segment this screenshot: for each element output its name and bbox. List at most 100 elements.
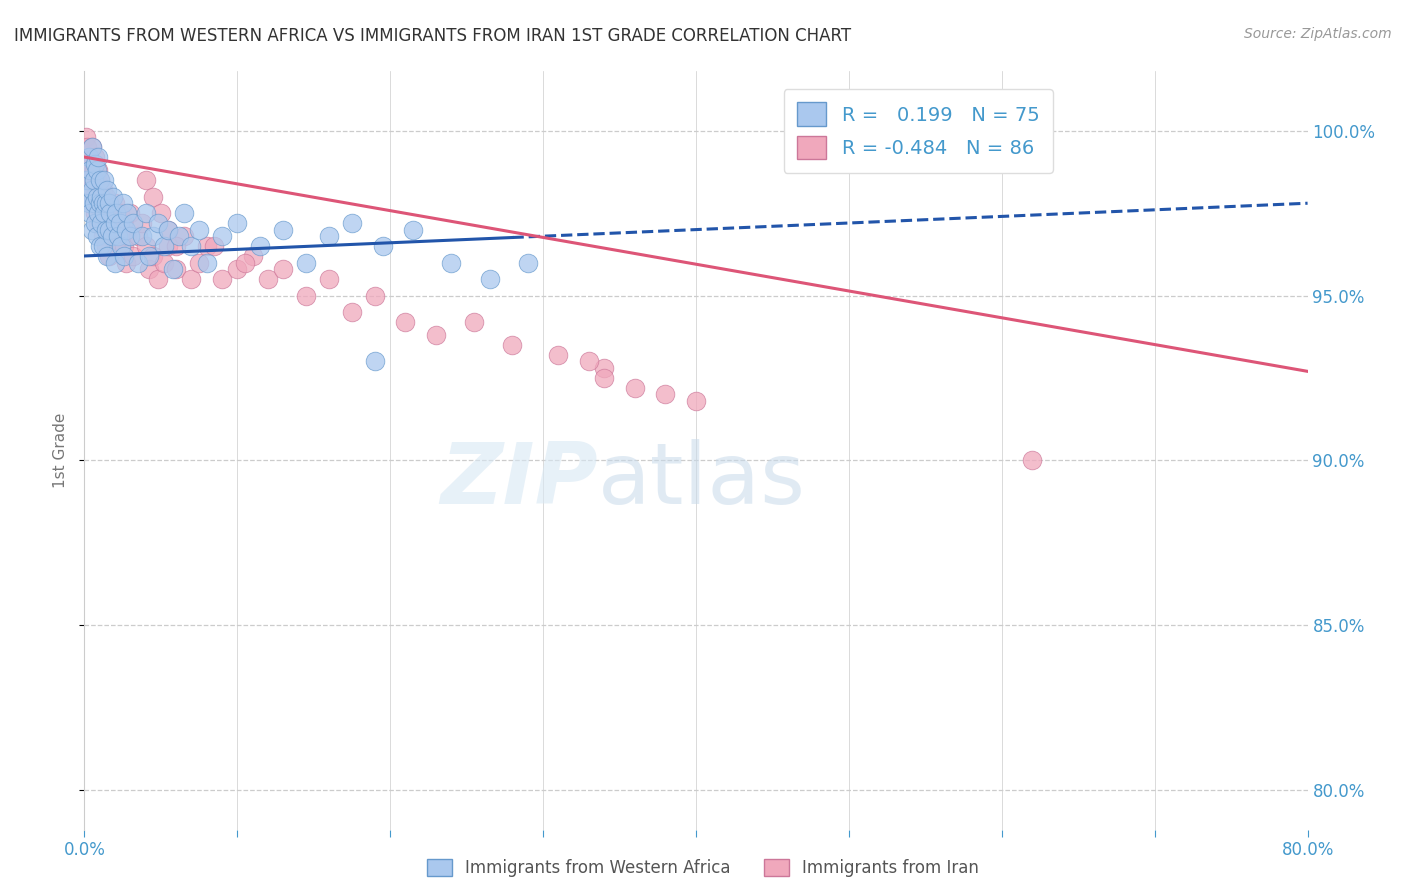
Point bbox=[80, 183, 103, 197]
Point bbox=[101, 229, 124, 244]
Point bbox=[1021, 453, 1043, 467]
Point bbox=[114, 222, 136, 236]
Point bbox=[108, 206, 131, 220]
Point bbox=[89, 173, 111, 187]
Point bbox=[188, 255, 211, 269]
Point bbox=[157, 239, 180, 253]
Point bbox=[211, 229, 233, 244]
Point bbox=[162, 262, 184, 277]
Point bbox=[110, 229, 132, 244]
Text: IMMIGRANTS FROM WESTERN AFRICA VS IMMIGRANTS FROM IRAN 1ST GRADE CORRELATION CHA: IMMIGRANTS FROM WESTERN AFRICA VS IMMIGR… bbox=[14, 27, 851, 45]
Point bbox=[93, 173, 115, 187]
Point bbox=[111, 216, 134, 230]
Legend: R =   0.199   N = 75, R = -0.484   N = 86: R = 0.199 N = 75, R = -0.484 N = 86 bbox=[783, 88, 1053, 173]
Point bbox=[80, 140, 103, 154]
Point bbox=[463, 315, 485, 329]
Point bbox=[146, 272, 169, 286]
Point bbox=[295, 255, 318, 269]
Point bbox=[318, 229, 340, 244]
Point bbox=[146, 216, 169, 230]
Point bbox=[90, 189, 112, 203]
Point bbox=[114, 255, 136, 269]
Point bbox=[91, 239, 114, 253]
Point bbox=[96, 183, 118, 197]
Point bbox=[97, 249, 120, 263]
Point bbox=[180, 239, 202, 253]
Point bbox=[157, 222, 180, 236]
Point bbox=[135, 206, 157, 220]
Point bbox=[149, 206, 172, 220]
Point bbox=[112, 249, 135, 263]
Point bbox=[108, 216, 131, 230]
Point bbox=[593, 371, 616, 385]
Point bbox=[87, 206, 110, 220]
Point bbox=[180, 272, 202, 286]
Point bbox=[79, 206, 101, 220]
Point bbox=[87, 150, 110, 164]
Point bbox=[153, 255, 176, 269]
Point bbox=[257, 272, 280, 286]
Point bbox=[89, 196, 111, 211]
Point bbox=[685, 394, 707, 409]
Point bbox=[87, 163, 110, 178]
Point bbox=[107, 229, 129, 244]
Point bbox=[84, 156, 107, 170]
Point bbox=[79, 163, 101, 178]
Legend: Immigrants from Western Africa, Immigrants from Iran: Immigrants from Western Africa, Immigran… bbox=[420, 852, 986, 884]
Point bbox=[211, 272, 233, 286]
Point bbox=[624, 381, 647, 395]
Point bbox=[153, 239, 176, 253]
Point bbox=[120, 206, 142, 220]
Point bbox=[364, 354, 387, 368]
Point bbox=[593, 361, 616, 376]
Point bbox=[80, 140, 103, 154]
Point bbox=[138, 249, 160, 263]
Point bbox=[394, 315, 416, 329]
Point bbox=[249, 239, 271, 253]
Point bbox=[122, 249, 145, 263]
Point bbox=[101, 229, 124, 244]
Point bbox=[97, 196, 120, 211]
Point bbox=[90, 206, 112, 220]
Point bbox=[83, 163, 105, 178]
Point bbox=[79, 156, 101, 170]
Point bbox=[84, 206, 107, 220]
Point bbox=[93, 216, 115, 230]
Point bbox=[127, 255, 149, 269]
Point bbox=[97, 196, 120, 211]
Point bbox=[295, 288, 318, 302]
Point bbox=[96, 206, 118, 220]
Point bbox=[98, 206, 121, 220]
Point bbox=[110, 239, 132, 253]
Point bbox=[502, 338, 524, 352]
Point bbox=[94, 239, 117, 253]
Point bbox=[516, 255, 538, 269]
Point bbox=[131, 216, 153, 230]
Point bbox=[80, 196, 103, 211]
Point bbox=[654, 387, 676, 401]
Point bbox=[84, 216, 107, 230]
Point bbox=[167, 229, 190, 244]
Point bbox=[93, 206, 115, 220]
Point bbox=[86, 173, 108, 187]
Point bbox=[364, 288, 387, 302]
Point bbox=[202, 239, 225, 253]
Point bbox=[77, 173, 100, 187]
Point bbox=[94, 189, 117, 203]
Point bbox=[97, 222, 120, 236]
Point bbox=[90, 216, 112, 230]
Point bbox=[98, 206, 121, 220]
Point bbox=[76, 163, 98, 178]
Point bbox=[195, 255, 218, 269]
Point bbox=[440, 255, 463, 269]
Point bbox=[142, 249, 165, 263]
Point bbox=[478, 272, 501, 286]
Point bbox=[91, 196, 114, 211]
Point bbox=[127, 229, 149, 244]
Point bbox=[89, 196, 111, 211]
Point bbox=[425, 328, 447, 343]
Text: Source: ZipAtlas.com: Source: ZipAtlas.com bbox=[1244, 27, 1392, 41]
Point bbox=[104, 255, 127, 269]
Point bbox=[233, 255, 256, 269]
Point bbox=[173, 229, 195, 244]
